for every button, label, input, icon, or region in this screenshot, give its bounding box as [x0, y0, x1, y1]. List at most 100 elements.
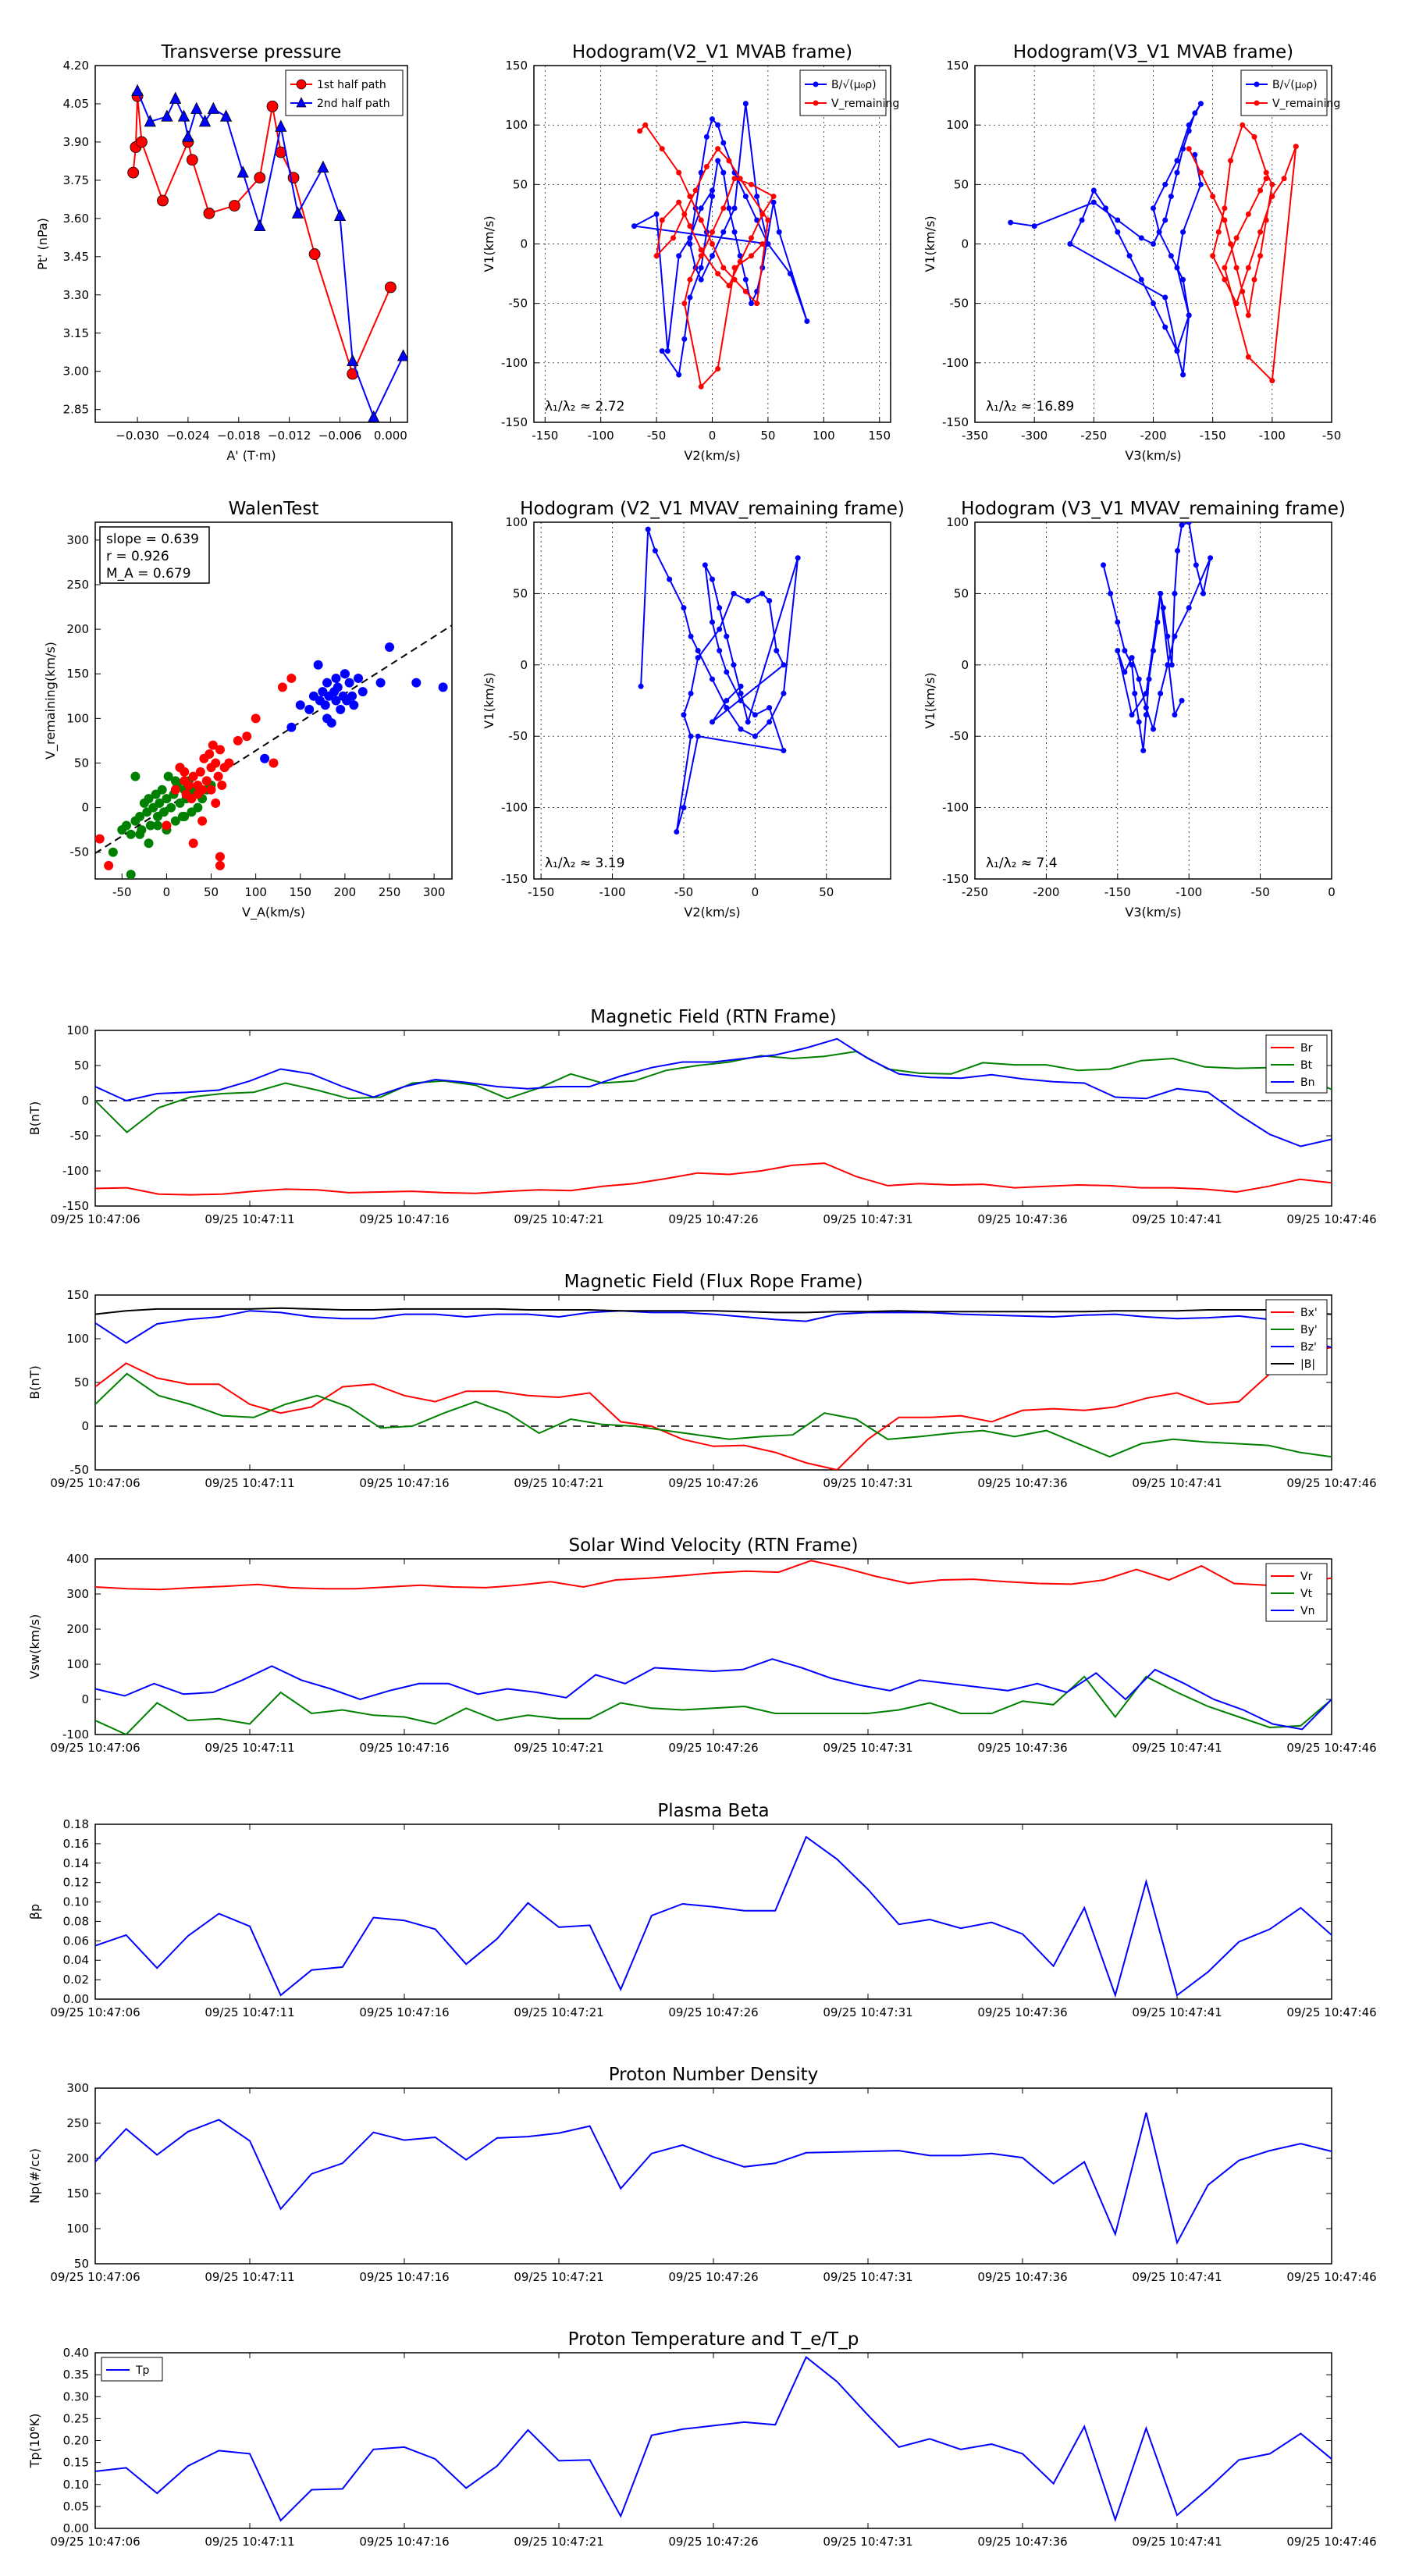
data-point: [1174, 169, 1180, 176]
data-point: [1160, 605, 1166, 611]
data-point: [1281, 176, 1287, 182]
data-point: [681, 336, 688, 342]
series-line-0: [132, 96, 392, 376]
data-point-green: [135, 812, 145, 822]
data-point: [291, 206, 304, 219]
data-point: [1222, 276, 1228, 283]
data-point-red: [197, 816, 208, 826]
x-axis-label: V3(km/s): [1125, 905, 1181, 920]
data-point-blue: [438, 682, 448, 692]
x-tick-label: 09/25 10:47:36: [977, 2005, 1067, 2019]
y-axis-label: V1(km/s): [923, 672, 937, 728]
y-tick-label: 3.90: [63, 135, 89, 149]
y-tick-label: 250: [66, 578, 89, 592]
x-tick-label: 09/25 10:47:46: [1286, 1476, 1376, 1490]
data-point: [169, 91, 182, 104]
y-tick-label: 0.25: [63, 2411, 89, 2425]
x-tick-label: 09/25 10:47:46: [1286, 2005, 1376, 2019]
data-point: [1180, 372, 1186, 378]
data-point: [754, 194, 760, 200]
data-point: [1228, 158, 1234, 164]
x-tick-label: 09/25 10:47:21: [514, 2535, 603, 2549]
data-point: [347, 354, 359, 367]
chart-h3: Hodogram (V2_V1 MVAV_remaining frame) -15…: [482, 499, 905, 920]
x-tick-label: 09/25 10:47:26: [668, 2535, 758, 2549]
data-point-red: [224, 758, 234, 768]
data-point: [1210, 194, 1216, 200]
y-tick-label: 150: [946, 59, 969, 73]
data-point: [368, 410, 380, 422]
plot-area: [95, 1037, 1332, 1196]
x-tick-label: 09/25 10:47:31: [823, 1741, 912, 1755]
data-point-green: [130, 771, 140, 781]
data-point: [776, 229, 782, 235]
data-point-green: [170, 816, 180, 826]
data-point: [254, 172, 266, 184]
legend-entry: B/√(μ₀ρ): [1272, 79, 1318, 91]
data-point: [190, 101, 203, 114]
data-point-green: [162, 794, 172, 804]
data-point-blue: [331, 673, 341, 683]
legend-entry: Bx': [1300, 1307, 1318, 1319]
data-point: [781, 690, 787, 696]
data-point: [676, 253, 682, 259]
y-tick-label: 200: [66, 622, 89, 636]
data-point-red: [193, 789, 203, 799]
series-line-Tp: [95, 2356, 1332, 2522]
data-point: [698, 383, 704, 390]
data-point: [745, 598, 751, 604]
chart-bfield: Magnetic Field (RTN Frame) 09/25 10:47:06…: [27, 1007, 1377, 1226]
y-tick-label: 0: [81, 1419, 89, 1433]
y-axis-label: Tp(10⁶K): [27, 2414, 42, 2469]
y-tick-label: 150: [66, 1288, 89, 1302]
chart-vsw: Solar Wind Velocity (RTN Frame) 09/25 10:…: [27, 1535, 1377, 1755]
y-tick-label: 300: [66, 1587, 89, 1601]
y-axis-label: B(nT): [27, 1365, 42, 1399]
data-point: [384, 281, 397, 294]
x-tick-label: 0.000: [374, 429, 407, 443]
data-point-red: [188, 771, 198, 781]
chart-h2: Hodogram(V3_V1 MVAB frame) -350 -300 -250 -2…: [923, 42, 1341, 463]
data-point: [1186, 522, 1192, 525]
x-tick-label: 09/25 10:47:11: [205, 1476, 294, 1490]
data-point-red: [206, 785, 216, 795]
data-point: [1200, 590, 1206, 596]
data-point-green: [180, 812, 190, 822]
y-tick-label: 0.06: [63, 1934, 89, 1948]
data-point-red: [286, 673, 297, 683]
y-tick-label: 50: [954, 177, 969, 191]
x-tick-label: 100: [244, 885, 267, 899]
data-point: [765, 217, 771, 223]
data-point: [710, 253, 715, 259]
data-point: [774, 648, 780, 654]
y-tick-label: 2.85: [63, 403, 89, 417]
stats-box-frame: [99, 526, 210, 584]
data-point: [667, 576, 673, 582]
y-axis-label: V_remaining(km/s): [43, 642, 59, 760]
data-point: [1162, 324, 1168, 330]
y-tick-label: -50: [70, 1463, 90, 1477]
data-point: [1293, 144, 1299, 150]
x-tick-label: 150: [289, 885, 311, 899]
data-point: [1222, 205, 1228, 212]
data-point: [1257, 187, 1264, 194]
x-tick-label: 09/25 10:47:36: [977, 2535, 1067, 2549]
y-tick-label: 100: [66, 1023, 89, 1037]
data-point: [748, 181, 754, 187]
y-tick-label: 0.12: [63, 1876, 89, 1890]
data-point: [1031, 223, 1037, 229]
x-tick-label: -100: [1259, 429, 1286, 443]
data-point: [1138, 235, 1144, 241]
stats-text: M_A = 0.679: [106, 566, 191, 582]
data-point: [1186, 146, 1192, 152]
data-point: [157, 194, 169, 207]
data-point: [653, 253, 660, 259]
data-point: [1245, 312, 1251, 318]
data-point: [702, 562, 708, 568]
data-point: [687, 294, 693, 301]
data-point-blue: [354, 673, 364, 683]
x-tick-label: 09/25 10:47:06: [50, 1212, 140, 1226]
data-point: [127, 166, 140, 179]
data-point: [1193, 562, 1199, 568]
data-point: [1269, 194, 1275, 200]
